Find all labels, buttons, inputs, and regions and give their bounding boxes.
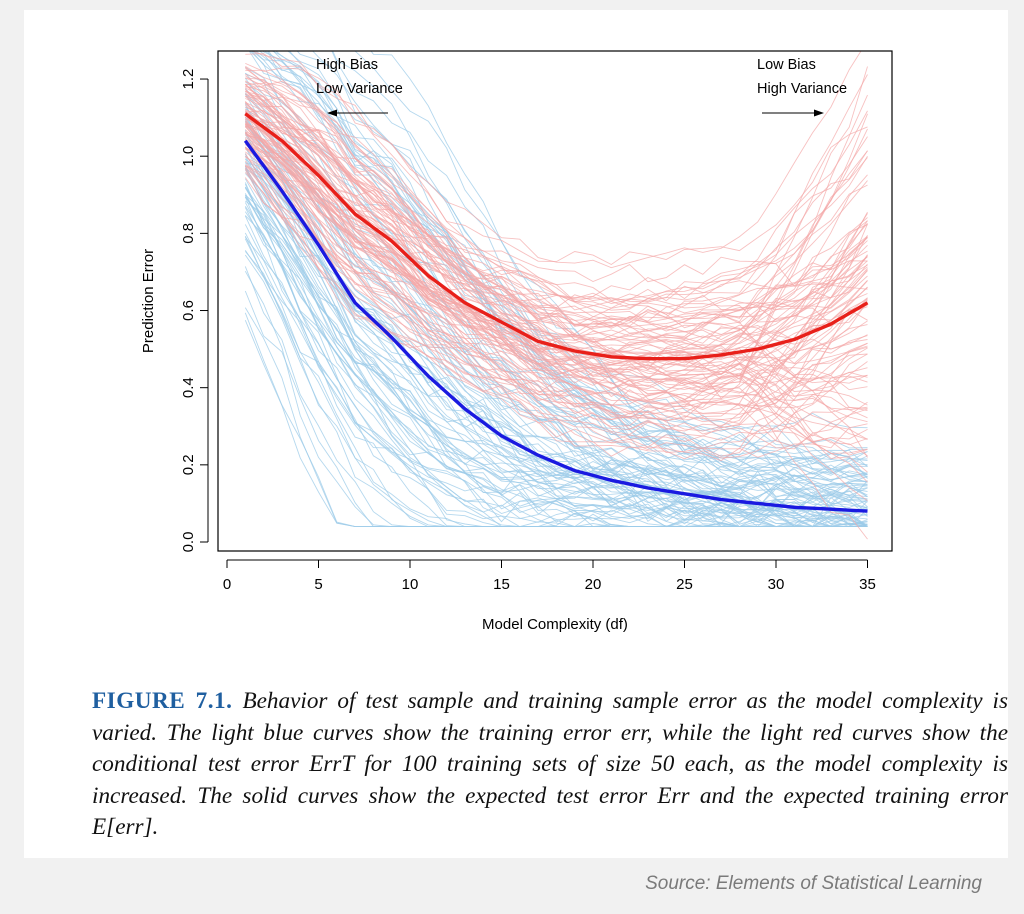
figure-card: 0 5 10 15 20 25 30 35 0.0 0.2 0.4 0.6 0.8 1.0 1.2 Mod… — [24, 10, 1008, 858]
training-sample-curve — [354, 51, 868, 470]
test-sample-curve — [245, 68, 868, 309]
annotation-low-variance: Low Variance — [316, 81, 403, 97]
test-sample-curve — [244, 168, 868, 457]
left-arrow-icon — [327, 109, 388, 117]
annotation-low-bias: Low Bias — [757, 57, 816, 73]
test-sample-curve — [244, 84, 868, 328]
test-sample-curve — [245, 66, 868, 311]
y-tick-label: 0.0 — [180, 532, 197, 553]
training-sample-curve — [245, 72, 868, 498]
test-sample-curve — [244, 166, 868, 450]
test-sample-curve — [245, 91, 868, 322]
expected-test-error-line — [244, 112, 869, 361]
test-sample-curve — [245, 80, 868, 309]
test-sample-curve — [244, 146, 868, 446]
test-sample-curve — [245, 146, 868, 440]
test-sample-curve — [245, 65, 868, 304]
test-sample-curve — [245, 151, 868, 456]
training-sample-curve — [244, 183, 868, 523]
test-sample-curve — [245, 103, 868, 350]
training-sample-curve — [244, 77, 868, 512]
y-axis-label: Prediction Error — [140, 249, 157, 353]
expected-training-error-line — [243, 139, 868, 513]
source-credit: Source: Elements of Statistical Learning — [645, 873, 982, 894]
test-sample-curve — [245, 147, 868, 421]
training-sample-curve — [244, 215, 868, 528]
test-sample-curve — [245, 111, 868, 365]
expected-error-curves — [243, 112, 869, 513]
test-sample-curve — [245, 86, 868, 329]
test-sample-curve — [244, 89, 868, 343]
training-sample-curve — [244, 193, 868, 528]
x-axis: 0 5 10 15 20 25 30 35 — [223, 559, 876, 593]
figure-caption: FIGURE 7.1. Behavior of test sample and … — [92, 686, 1008, 844]
test-sample-curve — [244, 126, 868, 397]
x-tick-label: 10 — [402, 576, 419, 593]
test-sample-curve — [245, 117, 868, 419]
training-sample-curve — [244, 117, 868, 509]
y-tick-label: 0.4 — [180, 377, 197, 398]
test-sample-curve — [244, 131, 868, 401]
x-tick-label: 20 — [585, 576, 602, 593]
test-sample-curve — [245, 69, 868, 302]
test-error-sample-curves — [244, 51, 868, 540]
y-axis: 0.0 0.2 0.4 0.6 0.8 1.0 1.2 — [180, 69, 209, 553]
x-tick-label: 15 — [493, 576, 510, 593]
training-sample-curve — [296, 51, 868, 476]
y-tick-label: 0.8 — [180, 223, 197, 244]
test-sample-curve — [244, 177, 868, 462]
test-sample-curve — [245, 77, 868, 311]
test-sample-curve — [244, 155, 868, 425]
chart: 0 5 10 15 20 25 30 35 0.0 0.2 0.4 0.6 0.8 1.0 1.2 Mod… — [140, 50, 893, 633]
test-sample-curve — [244, 126, 868, 401]
caption-label: FIGURE 7.1. — [92, 688, 233, 714]
test-sample-curve — [244, 125, 868, 393]
x-tick-label: 35 — [859, 576, 876, 593]
x-tick-label: 25 — [676, 576, 693, 593]
test-sample-curve — [245, 110, 868, 355]
test-sample-curve — [245, 118, 868, 364]
right-arrow-icon — [762, 109, 824, 117]
annotation-high-bias: High Bias — [316, 57, 378, 73]
training-sample-curve — [244, 211, 868, 528]
x-tick-label: 5 — [314, 576, 322, 593]
y-tick-label: 1.2 — [180, 69, 197, 90]
training-sample-curve — [271, 51, 868, 465]
training-sample-curve — [245, 67, 868, 488]
test-sample-curve — [244, 172, 868, 460]
test-sample-curve — [250, 51, 862, 269]
test-sample-curve — [245, 53, 868, 266]
y-tick-label: 0.6 — [180, 300, 197, 321]
test-sample-curve — [245, 101, 868, 384]
training-sample-curve — [245, 162, 868, 528]
x-tick-label: 0 — [223, 576, 231, 593]
test-sample-curve — [245, 74, 868, 327]
test-sample-curve — [244, 140, 868, 408]
training-sample-curve — [244, 167, 868, 528]
test-sample-curve — [245, 165, 868, 450]
training-sample-curve — [244, 138, 868, 527]
test-sample-curve — [245, 123, 868, 502]
test-sample-curve — [244, 104, 868, 377]
test-sample-curve — [245, 148, 868, 432]
plot-frame — [217, 50, 893, 552]
training-sample-curve — [244, 186, 868, 528]
training-sample-curve — [244, 158, 868, 525]
test-sample-curve — [245, 94, 868, 391]
x-axis-label: Model Complexity (df) — [482, 616, 628, 633]
caption-text: Behavior of test sample and training sam… — [92, 688, 1009, 840]
test-sample-curve — [245, 141, 868, 540]
test-sample-curve — [244, 123, 868, 483]
training-sample-curve — [267, 51, 868, 477]
training-sample-curve — [275, 51, 868, 474]
x-tick-label: 30 — [768, 576, 785, 593]
annotation-high-variance: High Variance — [757, 81, 847, 97]
test-sample-curve — [245, 91, 868, 458]
y-tick-label: 1.0 — [180, 146, 197, 167]
training-sample-curve — [244, 182, 868, 528]
y-tick-label: 0.2 — [180, 454, 197, 475]
test-sample-curve — [245, 143, 868, 423]
test-sample-curve — [245, 122, 868, 454]
